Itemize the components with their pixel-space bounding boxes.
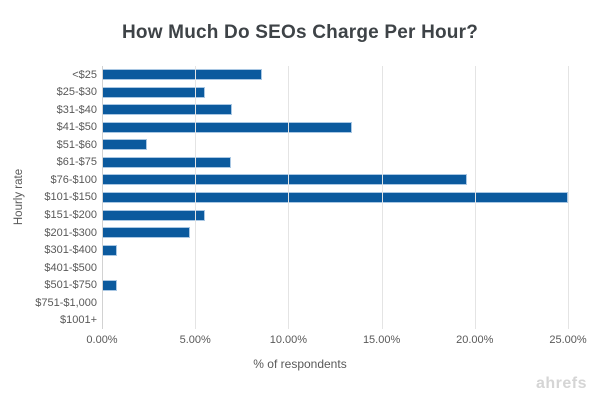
x-axis-title: % of respondents [253,357,347,371]
bar [102,121,352,133]
bar [102,174,468,186]
bar-row [102,276,568,294]
bar [102,104,233,116]
bar-row [102,84,568,102]
bar-row [102,154,568,172]
y-category-label: $751-$1,000 [35,296,97,309]
y-category-label: $41-$50 [56,121,97,134]
y-category-label: $31-$40 [56,103,97,116]
gridline [568,66,569,329]
gridline [102,66,103,329]
x-tick-label: 25.00% [549,334,587,346]
y-category-label: $25-$30 [56,86,97,99]
y-category-label: $201-$300 [44,226,97,239]
y-category-label: <$25 [72,68,97,81]
bar [102,139,147,151]
plot-area [102,66,569,329]
bar-row [102,66,568,84]
bar-row [102,294,568,312]
bar-row [102,259,568,277]
y-category-label: $101-$150 [44,191,97,204]
bar-row [102,224,568,242]
chart-title: How Much Do SEOs Charge Per Hour? [121,22,479,43]
bar [102,156,231,168]
y-category-label: $401-$500 [44,261,97,274]
bar-rows [102,66,568,329]
y-category-label: $76-$100 [50,173,98,186]
gridline [288,66,290,329]
bar [102,86,205,98]
bar [102,69,263,81]
bar-row [102,119,568,137]
bar [102,209,205,221]
bar-row [102,189,568,207]
x-tick-label: 10.00% [269,334,308,346]
bar-row [102,171,568,189]
x-tick-label: 15.00% [362,334,401,346]
y-category-label: $61-$75 [56,156,97,169]
bar-row [102,136,568,154]
bar-row [102,206,568,224]
y-category-label: $51-$60 [56,138,97,151]
y-category-label: $301-$400 [44,244,97,257]
y-category-label: $151-$200 [44,209,97,222]
bar-row [102,311,568,329]
y-category-label: $501-$750 [44,279,97,292]
bar [102,244,117,256]
bar-row [102,101,568,119]
gridline [381,66,383,329]
x-tick-label: 20.00% [456,334,494,346]
gridline [474,66,476,329]
bar [102,191,568,203]
x-tick-label: 5.00% [179,334,211,346]
x-tick-label: 0.00% [86,334,118,346]
y-category-label: $1001+ [59,314,97,327]
bar [102,227,190,239]
y-axis-category-labels: <$25 $25-$30 $31-$40 $41-$50 $51-$60 $61-$75 $… [0,66,97,329]
gridline [195,66,197,329]
ahrefs-watermark: ahrefs [535,375,587,392]
bar-row [102,241,568,259]
bar [102,279,117,291]
